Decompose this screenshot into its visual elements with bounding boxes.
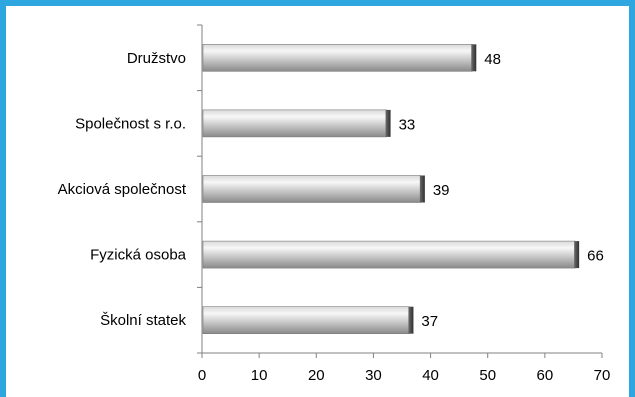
x-tick-label: 40 xyxy=(422,367,439,384)
bar-end-cap xyxy=(385,109,391,137)
bar-end-cap xyxy=(419,175,425,203)
x-tick-label: 0 xyxy=(198,367,206,384)
bar-end-cap xyxy=(471,44,477,72)
bar-end-cap xyxy=(574,241,580,269)
bar-end-cap xyxy=(408,306,414,334)
chart-frame: 0 10 20 30 40 50 60 70 Družstvo 48 Společnost s r.… xyxy=(6,6,629,397)
category-label: Společnost s r.o. xyxy=(75,115,186,132)
bar xyxy=(202,240,576,269)
x-tick-label: 70 xyxy=(594,367,611,384)
data-label: 48 xyxy=(484,51,501,68)
bar xyxy=(202,175,422,203)
category-label: Školní statek xyxy=(100,312,186,329)
data-label: 39 xyxy=(433,182,450,199)
bar xyxy=(202,43,473,72)
data-label: 33 xyxy=(399,116,416,133)
category-label: Akciová společnost xyxy=(58,181,187,198)
x-tick-label: 30 xyxy=(365,367,382,384)
bar-chart: 0 10 20 30 40 50 60 70 Družstvo 48 Společnost s r.… xyxy=(58,24,611,384)
data-label: 66 xyxy=(587,248,604,265)
bar xyxy=(202,109,387,138)
x-tick-label: 20 xyxy=(308,367,325,384)
x-tick-label: 60 xyxy=(537,367,554,384)
data-label: 37 xyxy=(421,313,438,330)
category-label: Fyzická osoba xyxy=(90,247,187,264)
category-label: Družstvo xyxy=(127,50,186,67)
x-tick-label: 10 xyxy=(251,367,268,384)
bar xyxy=(202,306,410,335)
x-tick-label: 50 xyxy=(479,367,496,384)
